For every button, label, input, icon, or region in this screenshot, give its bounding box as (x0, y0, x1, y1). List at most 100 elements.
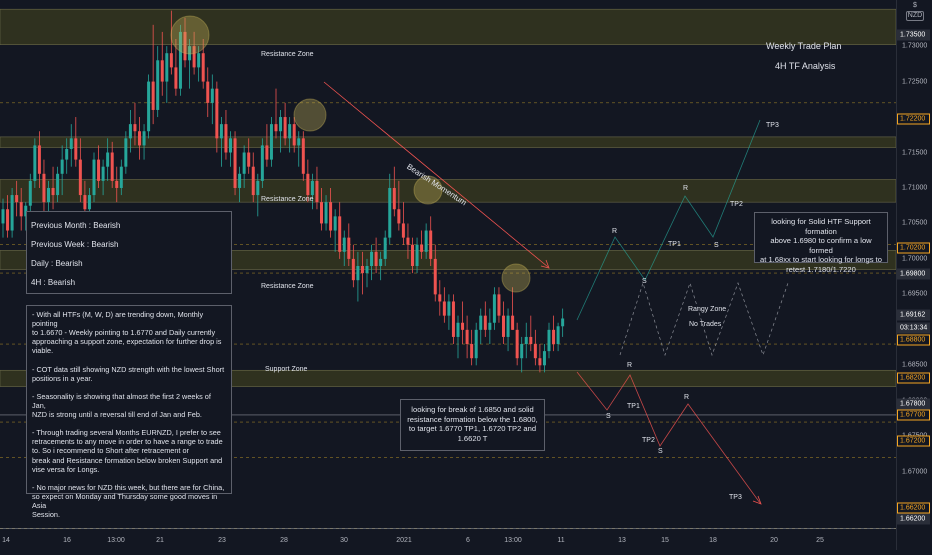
candle-body (51, 187, 55, 196)
candle-body (42, 173, 46, 203)
candle-body (420, 244, 424, 252)
candle-body (174, 67, 178, 89)
x-tick-label: 21 (156, 537, 164, 544)
candle-body (315, 180, 319, 203)
marker-tp3-down: TP3 (729, 494, 742, 501)
candle-body (370, 251, 374, 266)
candle-body (301, 138, 305, 174)
marker-r2: R (683, 185, 689, 192)
candle-body (33, 145, 37, 181)
candle-body (401, 223, 405, 238)
candle-body (552, 329, 556, 345)
candle-body (351, 258, 355, 281)
candle-body (383, 237, 387, 259)
price-tag: 1.67700 (897, 409, 930, 421)
candle-body (78, 159, 82, 196)
bias-daily: Daily : Bearish (31, 259, 83, 268)
price-tag: 1.73500 (897, 29, 930, 41)
candle-body (265, 145, 269, 160)
candle-body (342, 237, 346, 252)
marker-tp2-up: TP2 (730, 201, 743, 208)
resistance-zone-label-1: Resistance Zone (261, 51, 314, 58)
candle-body (533, 344, 537, 359)
candle-body (388, 187, 392, 238)
marker-tp3-up: TP3 (766, 122, 779, 129)
candle-body (142, 131, 146, 146)
support-zone-label: Support Zone (265, 366, 308, 373)
price-tag: 1.68200 (897, 372, 930, 384)
candle-body (251, 166, 255, 196)
x-tick-label: 15 (661, 537, 669, 544)
candle-body (124, 138, 128, 167)
x-tick-label: 16 (63, 537, 71, 544)
candle-body (365, 266, 369, 274)
highlight-circle (501, 263, 531, 293)
candle-body (465, 329, 469, 345)
long-scenario-path (576, 119, 761, 321)
currency-header[interactable]: $ NZD (902, 2, 928, 21)
candle-body (197, 53, 201, 68)
candle-body (147, 81, 151, 132)
marker-s1: S (642, 278, 647, 285)
candle-body (447, 301, 451, 316)
candle-body (288, 124, 292, 139)
short-plan-box: looking for break of 1.6850 and solid re… (400, 399, 545, 451)
candle-body (10, 195, 14, 231)
candle-body (492, 294, 496, 323)
candle-body (397, 209, 401, 224)
marker-s2: S (714, 242, 719, 249)
y-tick-label: 1.71000 (902, 184, 928, 192)
candle-body (547, 329, 551, 352)
candle-body (215, 88, 219, 139)
candle-body (97, 159, 101, 181)
y-tick-label: 1.72500 (902, 78, 928, 86)
marker-r3: R (627, 362, 633, 369)
x-tick-label: 11 (557, 537, 565, 544)
marker-tp1-up: TP1 (668, 241, 681, 248)
marker-s4: S (658, 448, 663, 455)
candle-body (292, 124, 296, 146)
candle-body (506, 315, 510, 337)
candle-body (279, 117, 283, 132)
candle-body (411, 244, 414, 266)
y-tick-label: 1.70000 (902, 255, 928, 263)
candle-body (247, 152, 251, 167)
candle-body (56, 173, 60, 196)
candle-body (65, 148, 69, 160)
x-tick-label: 18 (709, 537, 717, 544)
candle-body (556, 326, 560, 345)
x-tick-label: 20 (770, 537, 778, 544)
bias-month: Previous Month : Bearish (31, 221, 121, 230)
candle-body (169, 53, 173, 68)
candle-body (74, 138, 78, 160)
candle-body (192, 46, 196, 68)
candle-body (274, 124, 278, 132)
resistance-zone-label-3: Resistance Zone (261, 283, 314, 290)
momentum-arrow-head (540, 259, 550, 269)
candle-body (87, 195, 91, 210)
marker-tp2-down: TP2 (642, 437, 655, 444)
candle-body (269, 124, 273, 160)
candle-body (479, 315, 483, 330)
candle-body (178, 31, 182, 89)
y-tick-label: 1.71500 (902, 149, 928, 156)
zone-band (0, 8, 897, 45)
price-tag: 03:13:34 (897, 322, 930, 334)
candle-body (456, 322, 460, 337)
x-tick-label: 2021 (396, 537, 412, 544)
candle-body (238, 173, 242, 188)
price-tag: 1.67200 (897, 435, 930, 447)
candle-body (338, 216, 342, 252)
candle-body (201, 53, 205, 82)
candle-body (406, 237, 410, 245)
candle-body (1, 209, 5, 224)
currency-prefix: $ (913, 2, 917, 9)
candle-body (47, 187, 50, 203)
candle-body (433, 258, 437, 295)
candle-body (92, 159, 96, 196)
candle-body (60, 159, 64, 174)
rangy-zone-path (619, 281, 789, 357)
candle-body (320, 202, 323, 224)
candle-body (333, 216, 337, 231)
price-tag: 1.66200 (897, 502, 930, 514)
